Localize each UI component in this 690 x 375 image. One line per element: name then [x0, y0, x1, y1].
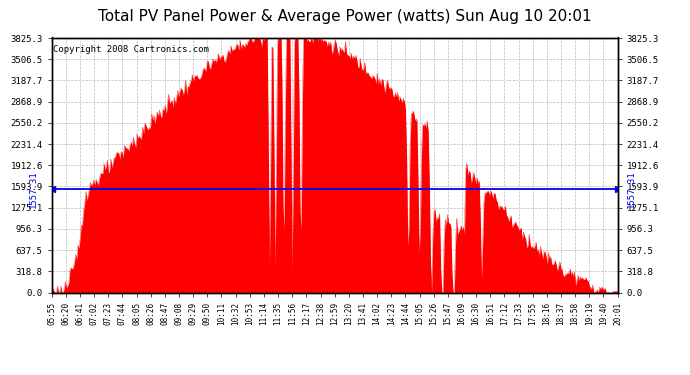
- Text: Total PV Panel Power & Average Power (watts) Sun Aug 10 20:01: Total PV Panel Power & Average Power (wa…: [98, 9, 592, 24]
- Text: Copyright 2008 Cartronics.com: Copyright 2008 Cartronics.com: [53, 45, 209, 54]
- Text: 1557.31: 1557.31: [627, 170, 636, 208]
- Text: 1557.31: 1557.31: [28, 170, 38, 208]
